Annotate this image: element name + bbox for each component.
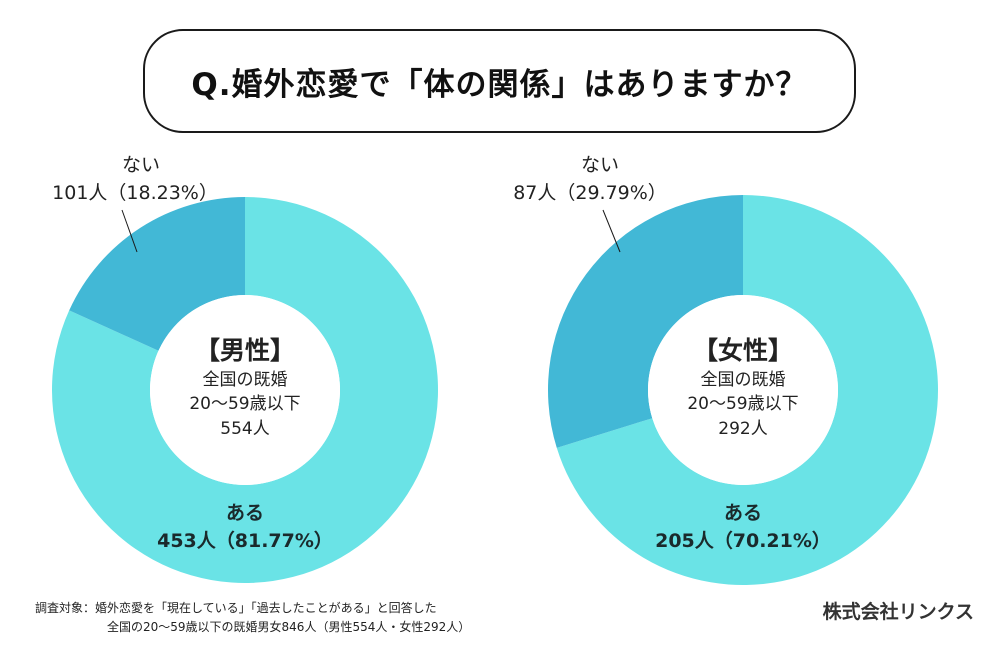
male-no-label: ない 101人（18.23%） — [20, 152, 250, 207]
footnote-line-2: 全国の20〜59歳以下の既婚男女846人（男性554人・女性292人） — [107, 619, 471, 634]
male-donut-hole — [150, 295, 340, 485]
footnote-line-1: 調査対象：婚外恋愛を「現在している」「過去したことがある」と回答した — [35, 601, 437, 615]
female-center-label: 【女性】 全国の既婚 20〜59歳以下 292人 — [643, 335, 843, 441]
female-center-line-2: 20〜59歳以下 — [687, 394, 799, 415]
company-name: 株式会社リンクス — [822, 601, 974, 623]
female-donut-hole — [648, 295, 838, 485]
female-yes-label-value: 205人（70.21%） — [655, 529, 831, 552]
male-no-label-value: 101人（18.23%） — [52, 181, 218, 204]
male-slice-yes — [51, 197, 438, 583]
male-gender-title: 【男性】 — [194, 336, 295, 365]
male-center-line-2: 20〜59歳以下 — [189, 394, 301, 415]
male-yes-label-value: 453人（81.77%） — [157, 529, 333, 552]
female-no-label-title: ない — [580, 154, 619, 176]
male-no-leader-line — [121, 209, 138, 253]
donut-chart-female — [548, 195, 939, 585]
female-slice-no — [548, 195, 743, 448]
male-yes-label: ある 453人（81.77%） — [120, 500, 370, 555]
male-center-line-1: 全国の既婚 — [202, 369, 288, 390]
male-center-line-3: 554人 — [220, 418, 270, 439]
female-yes-label: ある 205人（70.21%） — [618, 500, 868, 555]
female-yes-label-title: ある — [723, 502, 762, 524]
male-center-label: 【男性】 全国の既婚 20〜59歳以下 554人 — [145, 335, 345, 441]
female-no-label: ない 87人（29.79%） — [490, 152, 690, 207]
survey-footnote: 調査対象：婚外恋愛を「現在している」「過去したことがある」と回答した 全国の20… — [35, 599, 470, 636]
female-center-line-1: 全国の既婚 — [700, 369, 786, 390]
female-no-leader-line — [602, 209, 621, 253]
male-slice-no — [69, 197, 245, 351]
male-yes-label-title: ある — [225, 502, 264, 524]
female-gender-title: 【女性】 — [692, 336, 793, 365]
female-no-label-value: 87人（29.79%） — [513, 181, 667, 204]
female-slice-yes — [556, 195, 939, 585]
female-center-line-3: 292人 — [718, 418, 768, 439]
question-title: Q.婚外恋愛で「体の関係」はありますか？ — [191, 66, 808, 103]
male-no-label-title: ない — [121, 154, 160, 176]
donut-chart-male — [51, 197, 438, 583]
question-title-box: Q.婚外恋愛で「体の関係」はありますか？ — [143, 29, 856, 133]
